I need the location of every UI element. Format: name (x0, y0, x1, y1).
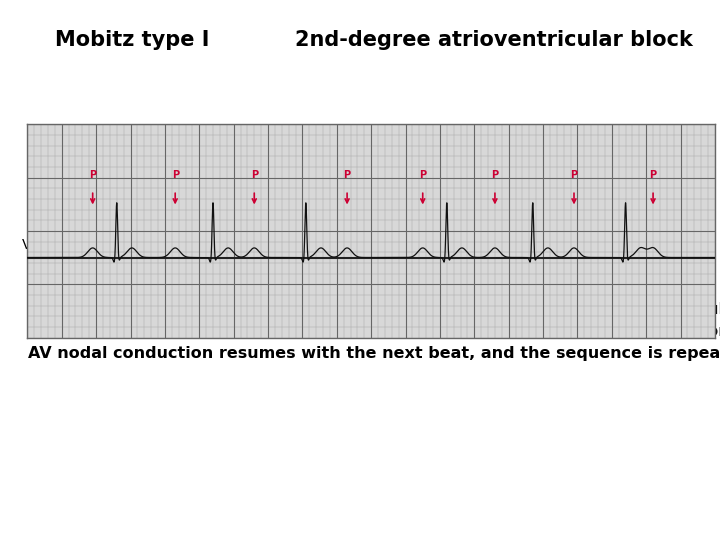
Text: P: P (491, 170, 498, 180)
Text: P: P (419, 170, 426, 180)
Text: The PR interval progressively lengthens with each beat until the atrial impulse: The PR interval progressively lengthens … (28, 302, 720, 317)
Text: P: P (171, 170, 179, 180)
Text: P: P (251, 170, 258, 180)
Text: P: P (343, 170, 351, 180)
Text: is not conducted and the QRS complex is dropped (Wenckebach phenomenon);: is not conducted and the QRS complex is … (28, 324, 720, 339)
Text: V₂: V₂ (22, 238, 37, 252)
Text: P: P (89, 170, 96, 180)
Text: P: P (649, 170, 657, 180)
Text: AV nodal conduction resumes with the next beat, and the sequence is repeated.: AV nodal conduction resumes with the nex… (28, 346, 720, 361)
Text: Mobitz type I: Mobitz type I (55, 30, 210, 50)
Text: P: P (570, 170, 577, 180)
Text: 2nd-degree atrioventricular block: 2nd-degree atrioventricular block (295, 30, 693, 50)
